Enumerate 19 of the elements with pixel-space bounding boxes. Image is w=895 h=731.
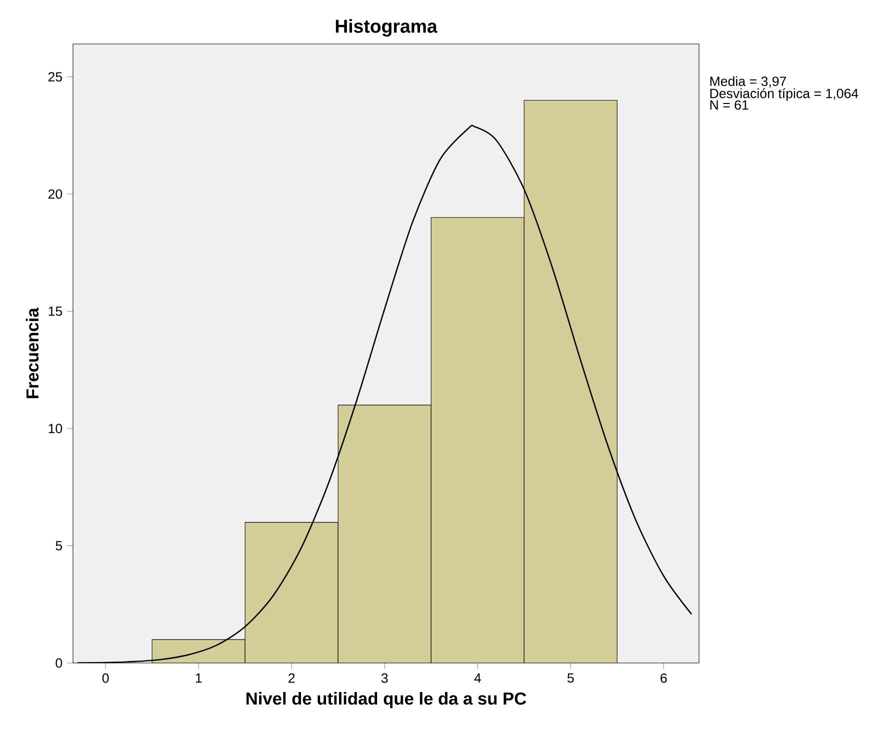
text: Media = 3,97	[710, 76, 786, 88]
text: N = 61	[710, 100, 748, 110]
y-tick-label: 20	[48, 189, 62, 199]
y-tick-label: 5	[56, 541, 62, 550]
y-tick-label: 15	[48, 306, 62, 316]
x-tick-label: 3	[381, 673, 388, 683]
x-tick-label: 4	[474, 673, 481, 683]
x-axis-title: Nivel de utilidad que le da a su PC	[246, 692, 526, 708]
x-tick-label: 2	[288, 673, 295, 683]
x-tick-label: 5	[567, 673, 574, 683]
text: Desviación típica = 1,064	[710, 88, 858, 101]
chart-title: Histograma	[336, 19, 438, 37]
y-tick-label: 10	[48, 424, 62, 434]
y-axis-title: Frecuencia	[26, 308, 39, 398]
y-tick-label: 25	[48, 72, 62, 82]
x-tick-label: 0	[102, 673, 109, 683]
x-tick-label: 6	[660, 673, 667, 683]
x-tick-label: 1	[196, 673, 202, 683]
y-tick-label: 0	[56, 658, 62, 668]
